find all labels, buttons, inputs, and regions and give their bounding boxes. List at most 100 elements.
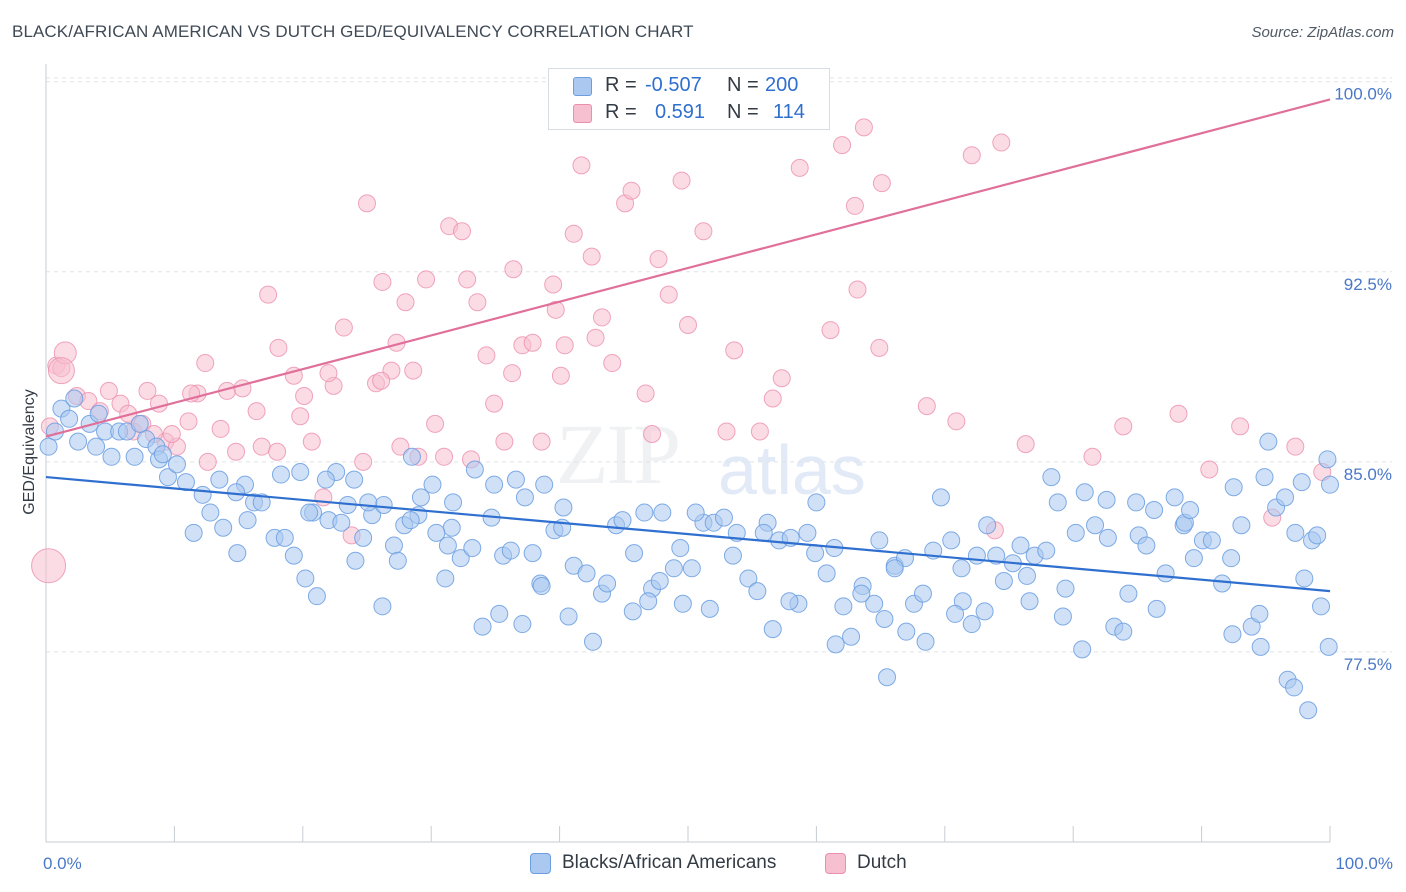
black-african-american-point <box>1285 678 1304 697</box>
legend-n-key: N = <box>727 74 759 96</box>
black-african-american-point <box>834 597 853 616</box>
black-african-american-point <box>1232 516 1251 535</box>
dutch-point <box>47 357 75 385</box>
dutch-point <box>358 194 376 213</box>
x-tick-label: 100.0% <box>1335 854 1393 873</box>
black-african-american-point <box>598 574 617 593</box>
dutch-point <box>1200 460 1219 479</box>
black-african-american-point <box>1251 637 1270 656</box>
black-african-american-point <box>1086 516 1105 535</box>
black-african-american-point <box>673 594 692 613</box>
x-tick-label: 0.0% <box>43 854 82 873</box>
black-african-american-point <box>1048 493 1067 512</box>
black-african-american-point <box>523 544 542 563</box>
black-african-american-point <box>373 597 392 616</box>
dutch-point <box>504 260 523 279</box>
black-african-american-point <box>714 508 733 527</box>
black-african-american-point <box>423 475 442 494</box>
black-african-american-point <box>296 569 315 588</box>
black-african-american-point <box>870 531 889 550</box>
black-african-american-point <box>316 470 335 489</box>
dutch-point <box>870 338 889 357</box>
watermark-zip: ZIP <box>556 406 681 502</box>
dutch-point <box>391 437 410 456</box>
black-african-american-point <box>1114 622 1133 641</box>
black-african-american-point <box>1255 468 1274 487</box>
dutch-point <box>845 196 864 215</box>
legend-n-value: 200 <box>765 74 799 96</box>
dutch-point <box>31 548 67 584</box>
black-african-american-point <box>978 516 997 535</box>
dutch-point <box>854 118 873 137</box>
bottom-legend-label-blue: Blacks/African Americans <box>562 852 777 873</box>
black-african-american-point <box>754 523 773 542</box>
dutch-point <box>532 432 551 451</box>
black-african-american-point <box>739 569 758 588</box>
black-african-american-point <box>913 584 932 603</box>
black-african-american-point <box>87 437 106 456</box>
dutch-point <box>679 316 697 335</box>
black-african-american-point <box>444 493 463 512</box>
y-tick-label: 92.5% <box>1344 275 1392 294</box>
black-african-american-point <box>952 559 971 578</box>
black-african-american-point <box>465 460 484 479</box>
black-african-american-point <box>1224 478 1243 497</box>
black-african-american-point <box>780 592 799 611</box>
black-african-american-point <box>875 609 894 628</box>
black-african-american-point <box>532 577 551 596</box>
black-african-american-point <box>1137 536 1156 555</box>
dutch-point <box>592 308 611 327</box>
legend-n-value: 114 <box>773 101 805 123</box>
dutch-point <box>848 280 867 299</box>
black-african-american-point <box>374 495 393 514</box>
black-african-american-point <box>1147 599 1166 618</box>
black-african-american-point <box>535 475 554 494</box>
black-african-american-point <box>345 470 364 489</box>
tick-labels: 77.5% 85.0% 92.5% 100.0% 0.0% 100.0% <box>43 85 1393 873</box>
black-african-american-point <box>942 531 961 550</box>
black-african-american-point <box>1042 468 1061 487</box>
dutch-point <box>947 412 966 431</box>
black-african-american-point <box>559 607 578 626</box>
dutch-point <box>582 247 601 266</box>
black-african-american-point <box>1318 450 1337 469</box>
dutch-point <box>636 384 655 403</box>
dutch-point <box>659 285 678 304</box>
black-african-american-point <box>613 511 632 530</box>
dutch-point <box>453 222 472 241</box>
black-african-american-point <box>436 569 455 588</box>
dutch-point <box>211 419 230 438</box>
black-african-american-point <box>193 485 212 504</box>
black-african-american-point <box>806 544 825 563</box>
black-african-american-point <box>1213 574 1232 593</box>
black-african-american-point <box>975 602 994 621</box>
black-african-american-point <box>931 488 950 507</box>
black-african-american-point <box>623 602 642 621</box>
dutch-point <box>354 452 373 471</box>
black-african-american-point <box>946 604 965 623</box>
black-african-american-point <box>650 571 669 590</box>
dutch-point <box>523 333 542 352</box>
black-african-american-point <box>700 599 719 618</box>
black-african-american-point <box>865 594 884 613</box>
black-african-american-point <box>625 544 644 563</box>
dutch-point <box>196 354 215 373</box>
black-african-american-point <box>300 503 319 522</box>
dutch-point <box>555 336 574 355</box>
black-african-american-point <box>842 627 861 646</box>
black-african-american-point <box>442 518 461 537</box>
dutch-point <box>992 133 1011 152</box>
black-african-american-point <box>384 536 403 555</box>
black-african-american-point <box>682 559 701 578</box>
dutch-point <box>551 366 570 385</box>
bottom-legend-swatch-blue <box>530 853 551 874</box>
black-african-american-point <box>1053 607 1072 626</box>
black-african-american-point <box>1184 549 1203 568</box>
chart-title: BLACK/AFRICAN AMERICAN VS DUTCH GED/EQUI… <box>12 22 694 41</box>
dutch-point <box>268 442 287 461</box>
legend-row-blue: R = -0.507 N = 200 <box>549 74 829 100</box>
y-axis-label: GED/Equivalency <box>21 389 38 514</box>
dutch-point <box>603 354 622 373</box>
black-african-american-point <box>485 475 504 494</box>
black-african-american-point <box>307 587 326 606</box>
